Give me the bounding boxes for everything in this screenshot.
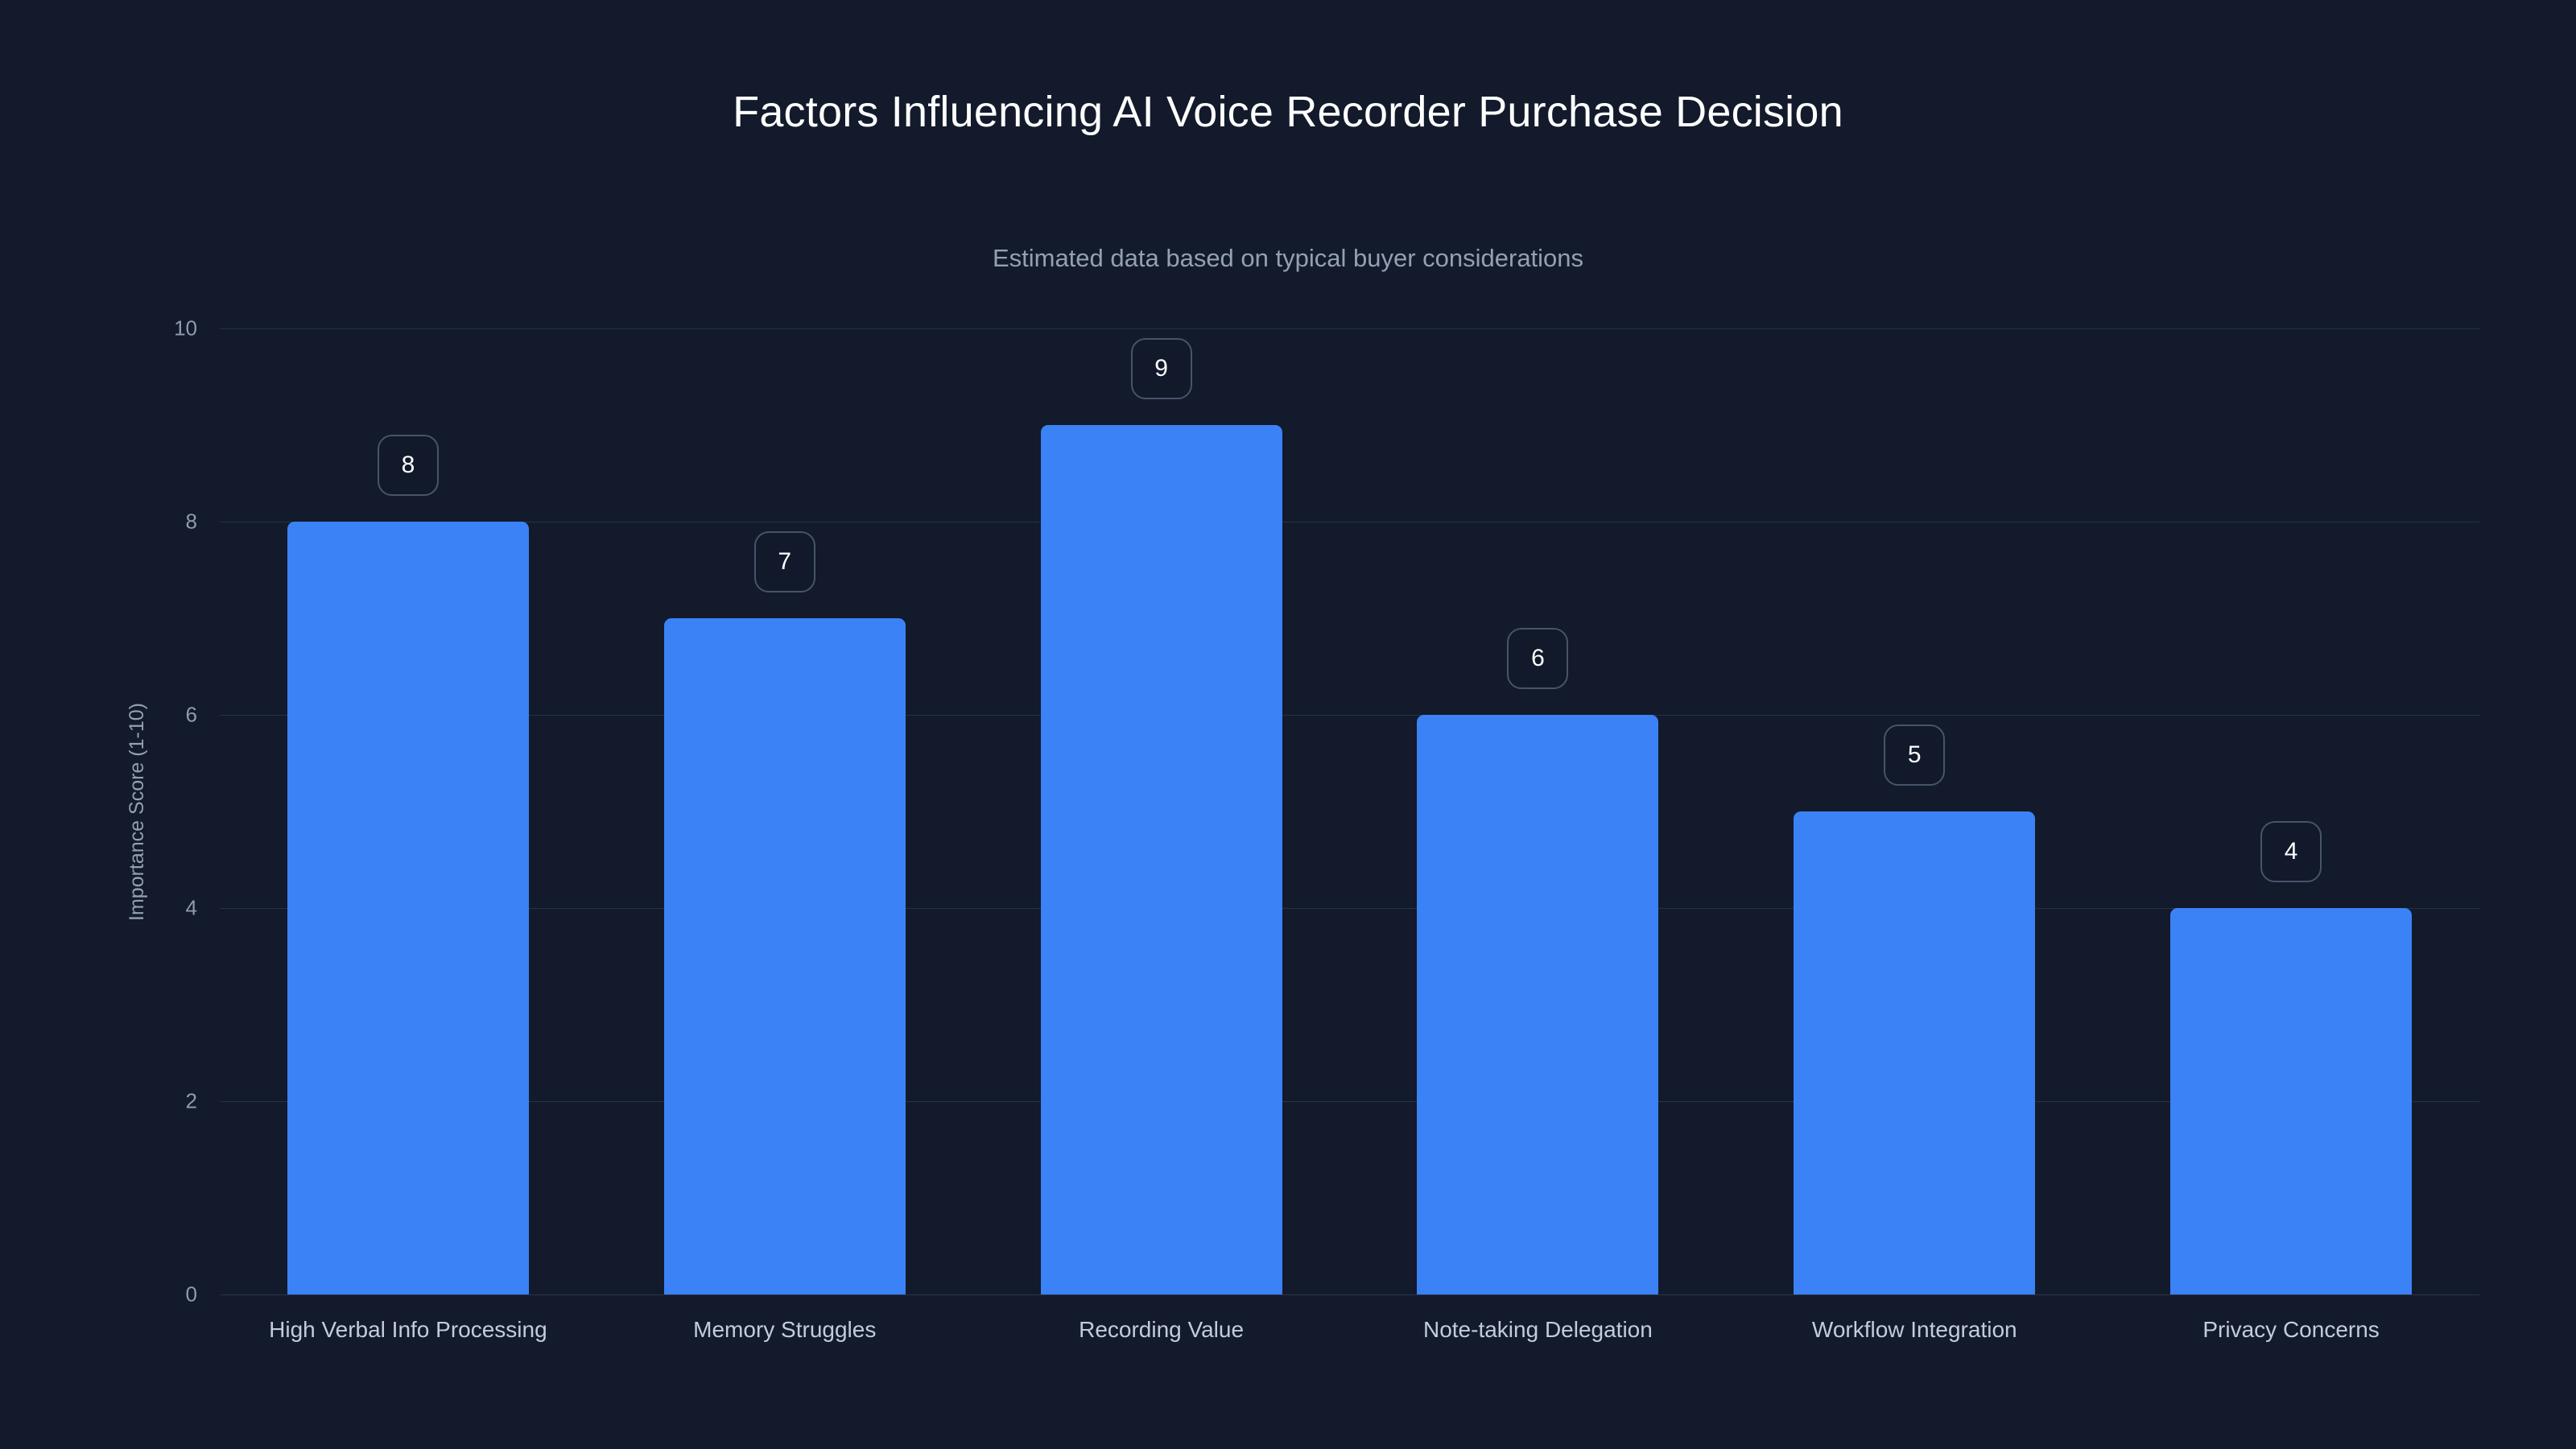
x-axis-tick-label: Workflow Integration [1811,1317,2017,1342]
bar-value-badge: 4 [2260,821,2322,882]
x-axis-tick-label: Note-taking Delegation [1422,1317,1653,1342]
gridline [220,328,2479,329]
gridline [220,715,2479,716]
bar[interactable] [1040,425,1282,1294]
y-axis-tick-label: 4 [185,895,197,920]
bar-value-badge: 8 [377,435,439,496]
bar[interactable] [287,522,529,1294]
x-axis-tick-label: High Verbal Info Processing [269,1317,547,1342]
bar-value-badge: 7 [753,531,815,592]
y-axis-title-text: Importance Score (1-10) [125,702,148,921]
gridline [220,1101,2479,1102]
chart-title: Factors Influencing AI Voice Recorder Pu… [733,88,1843,136]
y-axis-title: Importance Score (1-10) [113,328,161,1294]
bar-value-badge: 5 [1884,724,1946,786]
y-axis-tick-label: 8 [185,509,197,534]
bar[interactable] [1794,811,2036,1294]
gridline [220,908,2479,909]
y-axis-tick-label: 6 [185,702,197,727]
y-axis-tick-label: 10 [174,316,197,341]
bar[interactable] [2170,908,2413,1294]
x-axis-tick-label: Memory Struggles [693,1317,877,1342]
bar[interactable] [1417,715,1659,1294]
bar[interactable] [663,618,906,1294]
y-axis-tick-label: 0 [185,1282,197,1307]
bar-value-badge: 6 [1507,628,1569,689]
bar-value-badge: 9 [1130,338,1192,399]
y-axis-tick-label: 2 [185,1088,197,1113]
chart-subtitle: Estimated data based on typical buyer co… [992,244,1584,272]
x-axis-tick-label: Privacy Concerns [2202,1317,2380,1342]
plot-area [220,328,2479,1295]
x-axis-tick-label: Recording Value [1079,1317,1245,1342]
gridline [220,1294,2479,1295]
